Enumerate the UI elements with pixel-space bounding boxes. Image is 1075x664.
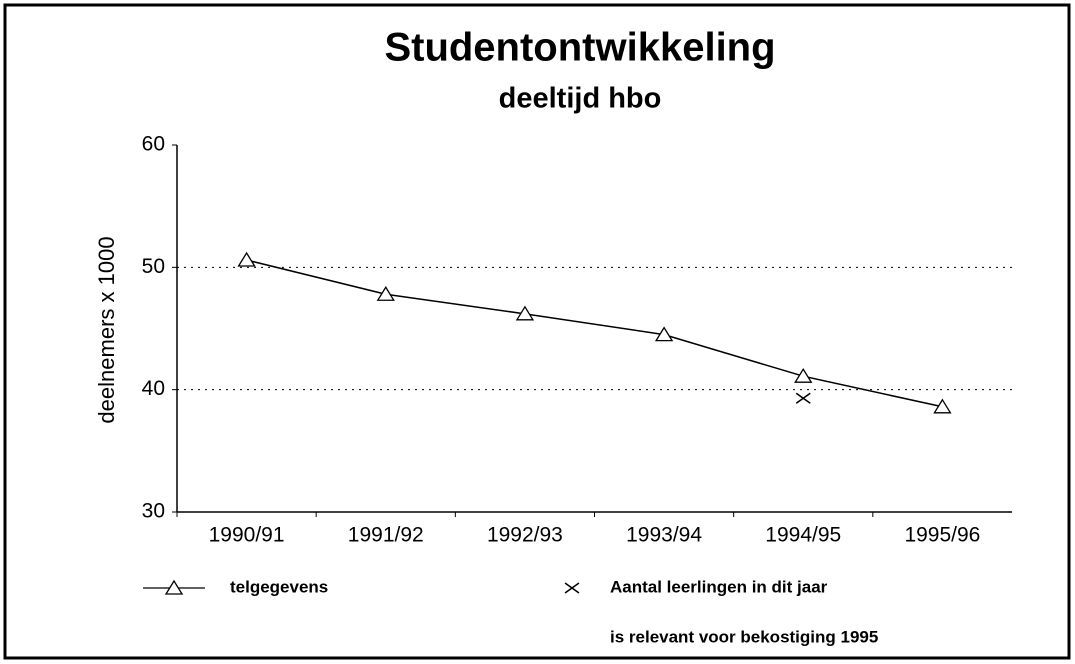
chart-title: Studentontwikkeling <box>384 26 775 70</box>
legend-label: Aantal leerlingen in dit jaar <box>610 577 828 596</box>
x-tick-label: 1993/94 <box>626 524 702 547</box>
point <box>933 398 952 414</box>
point <box>794 367 813 383</box>
legend-marker <box>564 582 580 594</box>
chart-subtitle: deeltijd hbo <box>499 83 662 115</box>
legend-note: is relevant voor bekostiging 1995 <box>610 627 878 646</box>
x-tick-label: 1994/95 <box>765 524 841 547</box>
x-tick-label: 1990/91 <box>209 524 285 547</box>
y-tick-label: 40 <box>142 377 165 400</box>
point <box>376 286 395 301</box>
x-tick-label: 1991/92 <box>348 524 424 547</box>
point <box>654 326 674 342</box>
series-line <box>246 259 943 408</box>
point <box>237 251 256 267</box>
x-tick-label: 1992/93 <box>487 524 563 547</box>
x-tick-label: 1995/96 <box>904 524 980 547</box>
point <box>795 392 811 404</box>
point <box>515 305 535 321</box>
y-tick-label: 60 <box>142 133 165 156</box>
frame <box>3 3 1071 660</box>
legend-marker <box>164 579 184 595</box>
y-tick-label: 30 <box>142 500 165 523</box>
y-axis-label: deelnemers x 1000 <box>94 236 119 423</box>
y-tick-label: 50 <box>142 255 165 278</box>
legend-label: telgegevens <box>230 577 328 596</box>
